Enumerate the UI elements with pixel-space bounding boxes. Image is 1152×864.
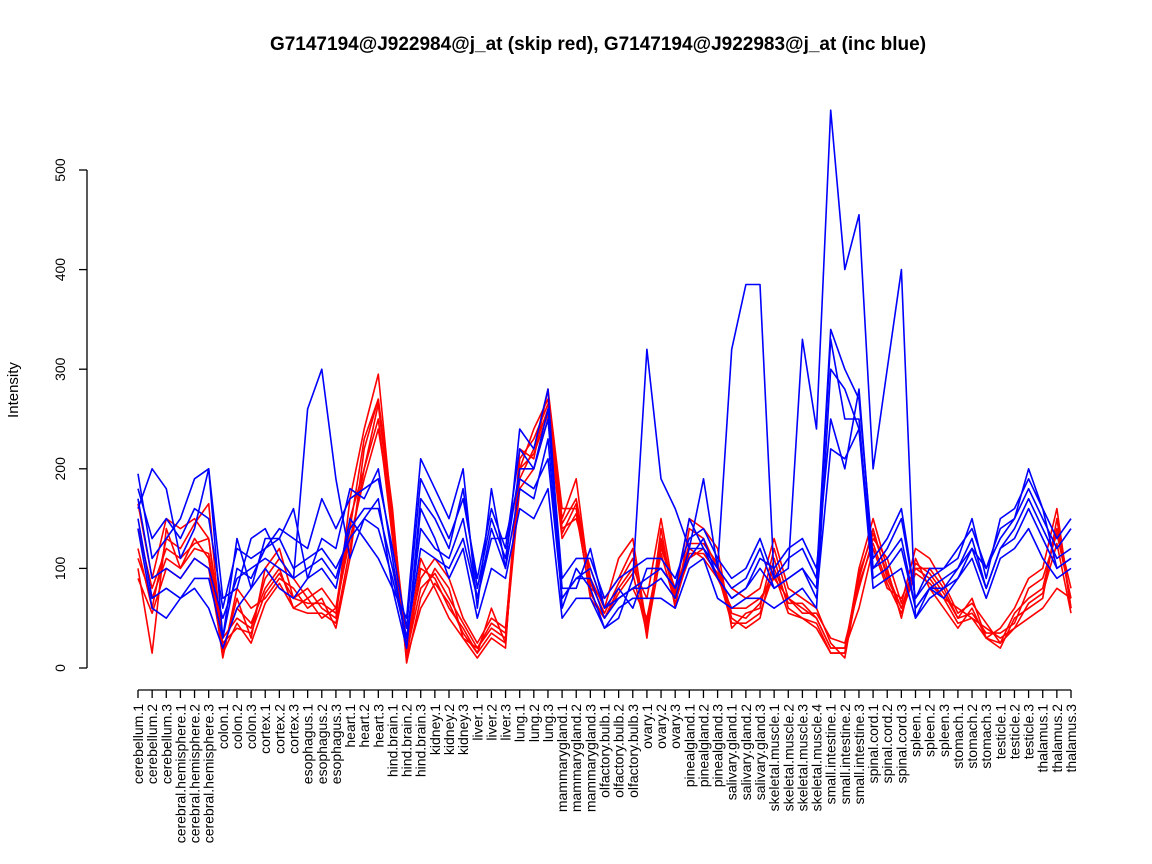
x-tick-label: heart.3 xyxy=(370,704,386,748)
x-tick-label: cerebellum.2 xyxy=(144,704,160,784)
x-tick-label: mammarygland.1 xyxy=(554,704,570,812)
chart-title: G7147194@J922984@j_at (skip red), G71471… xyxy=(270,34,926,55)
x-tick-label: hind.brain.3 xyxy=(413,704,429,777)
x-tick-label: spinal.cord.2 xyxy=(879,704,895,784)
x-tick-label: skeletal.muscle.1 xyxy=(766,704,782,812)
series-line-inc-2 xyxy=(137,388,1072,649)
x-tick-label: testicle.1 xyxy=(992,704,1008,759)
x-tick-label: salivary.gland.2 xyxy=(738,704,754,800)
x-tick-label: cerebellum.3 xyxy=(158,704,174,784)
x-tick-label: esophagus.1 xyxy=(300,704,316,784)
x-tick-label: heart.2 xyxy=(356,704,372,748)
x-tick-label: olfactory.bulb.2 xyxy=(611,704,627,798)
x-tick-label: testicle.3 xyxy=(1021,704,1037,759)
x-tick-label: cerebral.hemisphere.1 xyxy=(172,704,188,844)
x-tick-label: ovary.1 xyxy=(639,704,655,749)
x-tick-label: lung.3 xyxy=(540,704,556,742)
x-tick-label: lung.1 xyxy=(512,704,528,742)
x-tick-label: salivary.gland.1 xyxy=(724,704,740,800)
y-axis-label: Intensity xyxy=(5,362,22,418)
x-tick-label: skeletal.muscle.2 xyxy=(780,704,796,812)
y-tick-label: 0 xyxy=(52,664,68,672)
x-tick-label: olfactory.bulb.3 xyxy=(625,704,641,798)
x-tick-label: hind.brain.2 xyxy=(399,704,415,777)
x-tick-label: mammarygland.2 xyxy=(568,704,584,812)
y-tick-label: 300 xyxy=(52,357,68,381)
x-tick-label: small.intestine.2 xyxy=(837,704,853,805)
x-tick-label: cortex.2 xyxy=(271,704,287,754)
x-tick-label: ovary.3 xyxy=(667,704,683,749)
x-tick-label: liver.2 xyxy=(483,704,499,741)
y-axis: 0 100 200 300 400 500 xyxy=(52,158,88,672)
series-line-inc-6 xyxy=(137,428,1072,639)
x-tick-label: spleen.2 xyxy=(922,704,938,757)
x-tick-label: mammarygland.3 xyxy=(582,704,598,812)
series-line-skip-5 xyxy=(137,398,1072,654)
x-tick-label: thalamus.2 xyxy=(1049,704,1065,773)
series-line-inc-4 xyxy=(137,368,1072,649)
x-tick-label: olfactory.bulb.1 xyxy=(597,704,613,798)
x-tick-label: cerebral.hemisphere.2 xyxy=(187,704,203,844)
x-tick-label: small.intestine.1 xyxy=(823,704,839,805)
x-tick-label: stomach.2 xyxy=(964,704,980,769)
x-tick-label: esophagus.2 xyxy=(314,704,330,784)
x-tick-label: thalamus.1 xyxy=(1035,704,1051,773)
x-tick-label: cortex.3 xyxy=(286,704,302,754)
x-tick-label: cerebellum.1 xyxy=(130,704,146,784)
x-tick-label: hind.brain.1 xyxy=(384,704,400,777)
x-tick-label: kidney.2 xyxy=(441,704,457,755)
x-tick-label: testicle.2 xyxy=(1006,704,1022,759)
x-axis: cerebellum.1cerebellum.2cerebellum.3cere… xyxy=(130,689,1079,844)
y-tick-label: 500 xyxy=(52,158,68,182)
x-tick-label: spleen.3 xyxy=(936,704,952,757)
x-tick-label: thalamus.3 xyxy=(1063,704,1079,773)
x-tick-label: spinal.cord.3 xyxy=(893,704,909,784)
x-tick-label: pinealgland.3 xyxy=(710,704,726,788)
series-line-skip-2 xyxy=(137,373,1072,659)
x-tick-label: colon.3 xyxy=(243,704,259,749)
series-line-skip-3 xyxy=(137,388,1072,664)
y-tick-label: 100 xyxy=(52,557,68,581)
x-tick-label: spinal.cord.1 xyxy=(865,704,881,784)
x-tick-label: ovary.2 xyxy=(653,704,669,749)
x-tick-label: cortex.1 xyxy=(257,704,273,754)
x-tick-label: esophagus.3 xyxy=(328,704,344,784)
x-tick-label: stomach.3 xyxy=(978,704,994,769)
series-line-skip-6 xyxy=(137,413,1072,659)
x-tick-label: liver.3 xyxy=(498,704,514,741)
x-tick-label: heart.1 xyxy=(342,704,358,748)
x-tick-label: lung.2 xyxy=(526,704,542,742)
x-tick-label: kidney.3 xyxy=(455,704,471,755)
x-tick-label: spleen.1 xyxy=(908,704,924,757)
x-tick-label: kidney.1 xyxy=(427,704,443,755)
x-tick-label: small.intestine.3 xyxy=(851,704,867,805)
series-line-inc-5 xyxy=(137,328,1072,630)
x-tick-label: stomach.1 xyxy=(950,704,966,769)
x-tick-label: skeletal.muscle.3 xyxy=(794,704,810,812)
x-tick-label: pinealgland.1 xyxy=(681,704,697,788)
x-tick-label: colon.1 xyxy=(215,704,231,749)
x-tick-label: liver.1 xyxy=(469,704,485,741)
x-tick-label: salivary.gland.3 xyxy=(752,704,768,800)
x-tick-label: pinealgland.2 xyxy=(695,704,711,788)
y-tick-label: 400 xyxy=(52,258,68,282)
x-tick-label: skeletal.muscle.4 xyxy=(809,704,825,812)
x-tick-label: colon.2 xyxy=(229,704,245,749)
series-line-inc-3 xyxy=(137,338,1072,639)
x-tick-label: cerebral.hemisphere.3 xyxy=(201,704,217,844)
y-tick-label: 200 xyxy=(52,457,68,481)
series-layer xyxy=(137,109,1072,664)
